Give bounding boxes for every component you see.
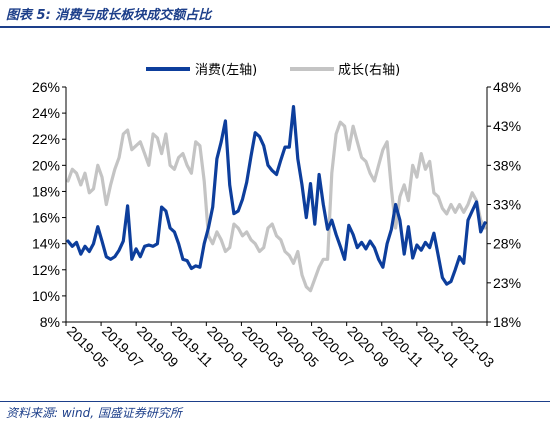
left-tick-label: 20% <box>32 157 60 173</box>
source-note: 资料来源: wind, 国盛证券研究所 <box>6 406 182 420</box>
top-rule <box>0 26 550 28</box>
left-axis-ticks: 8% 10% 12% 14% 16% 18% 20% 22% 24% 26% <box>32 79 66 330</box>
right-tick-label: 43% <box>493 118 521 134</box>
series-line-consumption <box>66 104 487 286</box>
left-tick-label: 24% <box>32 105 60 121</box>
left-tick-label: 22% <box>32 131 60 147</box>
left-tick-label: 18% <box>32 183 60 199</box>
left-tick-label: 12% <box>32 262 60 278</box>
x-axis-ticks: 2019-052019-072019-092019-112020-012020-… <box>64 322 498 371</box>
series-lines <box>66 104 487 293</box>
figure-title: 图表 5: 消费与成长板块成交额占比 <box>6 8 212 23</box>
series-line-growth <box>66 120 487 293</box>
left-tick-label: 16% <box>32 210 60 226</box>
legend-label-consumption: 消费(左轴) <box>195 63 257 78</box>
right-tick-label: 38% <box>493 157 521 173</box>
right-tick-label: 48% <box>493 79 521 95</box>
axes <box>65 87 488 323</box>
right-tick-label: 18% <box>493 314 521 330</box>
right-axis-ticks: 18% 23% 28% 33% 38% 43% 48% <box>487 79 521 330</box>
right-tick-label: 33% <box>493 197 521 213</box>
left-tick-label: 26% <box>32 79 60 95</box>
left-tick-label: 10% <box>32 288 60 304</box>
left-tick-label: 14% <box>32 236 60 252</box>
left-tick-label: 8% <box>40 314 60 330</box>
right-tick-label: 23% <box>493 275 521 291</box>
legend: 消费(左轴) 成长(右轴) <box>146 63 400 78</box>
bottom-rule <box>0 401 550 402</box>
legend-label-growth: 成长(右轴) <box>338 63 400 78</box>
chart: 消费(左轴) 成长(右轴) 8% 10% 12% 14% 16% 18% 20% 22% 24%… <box>32 63 521 371</box>
right-tick-label: 28% <box>493 236 521 252</box>
